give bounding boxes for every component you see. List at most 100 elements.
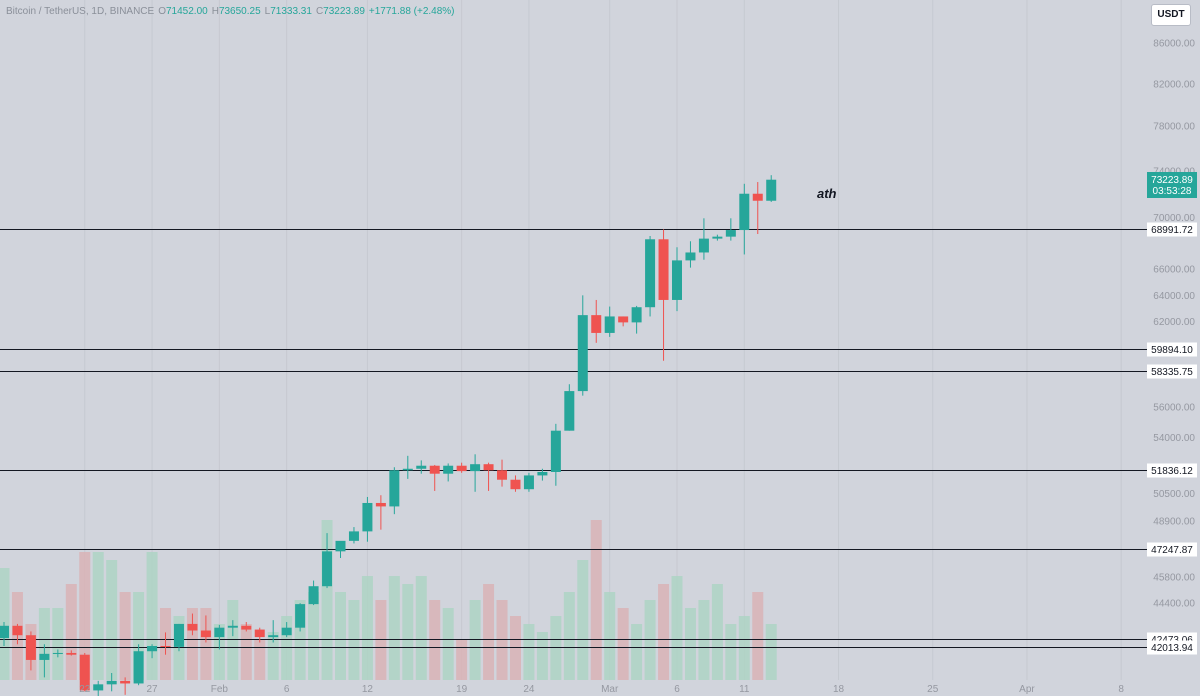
close-value: 73223.89 [323,6,365,17]
price-tick-label: 50500.00 [1153,489,1195,500]
volume-bar [52,608,64,680]
candle[interactable] [268,620,279,643]
volume-bar [213,624,225,680]
candle[interactable] [348,527,359,544]
volume-bar [361,576,373,680]
candle-body [281,627,292,636]
volume-bar [523,624,535,680]
candle[interactable] [766,175,777,202]
time-tick-label: 19 [456,684,468,695]
price-tick-label: 70000.00 [1153,213,1195,224]
time-axis[interactable]: 22 27 Feb 6 12 19 24 Mar 6 11 18 25 Apr 8 [79,684,1124,695]
candle[interactable] [93,680,104,696]
volume-bar [200,608,212,680]
candle[interactable] [187,613,198,636]
candle[interactable] [147,644,158,659]
candle[interactable] [79,652,90,692]
candle[interactable] [133,644,144,686]
candle[interactable] [416,460,427,474]
candle[interactable] [631,305,642,334]
candle[interactable] [254,627,265,643]
candle[interactable] [402,455,413,479]
candle-body [93,684,104,691]
volume-bar [456,640,468,680]
candle[interactable] [295,603,306,632]
volume-bar [308,592,320,680]
candle[interactable] [483,462,494,491]
time-tick-label: 6 [674,684,680,695]
last-price-tag [1147,172,1197,198]
candle[interactable] [672,247,682,312]
candle[interactable] [160,632,171,655]
candle[interactable] [25,631,36,671]
candle[interactable] [712,234,723,241]
candle[interactable] [591,299,602,343]
candle-body [443,465,454,474]
candle-body [348,531,359,541]
currency-button[interactable]: USDT [1151,4,1191,26]
candle-body [322,551,333,587]
time-tick-label: 22 [79,684,91,695]
candle[interactable] [685,241,696,268]
candle-body [106,680,117,685]
candle[interactable] [335,540,346,558]
candle[interactable] [618,316,629,327]
candle[interactable] [645,235,656,317]
candle[interactable] [39,644,50,678]
candle[interactable] [120,677,131,695]
countdown-label: 03:53:28 [1153,186,1192,197]
candle[interactable] [0,622,9,647]
candle[interactable] [241,622,252,632]
candle-body [456,465,467,472]
candle[interactable] [214,624,225,650]
time-tick-label: 6 [284,684,290,695]
volume-bar [335,592,346,680]
volume-bar [442,608,454,680]
candle[interactable] [308,580,319,606]
candle[interactable] [725,218,736,241]
candle[interactable] [564,384,575,431]
candle[interactable] [523,472,534,492]
candle[interactable] [52,649,63,658]
candle[interactable] [698,218,709,260]
candle[interactable] [12,623,23,645]
candle[interactable] [322,533,333,589]
candle[interactable] [604,306,615,337]
volume-bar [133,592,145,680]
candle[interactable] [281,622,292,638]
candle[interactable] [227,620,238,637]
candle-body [200,630,211,638]
candle[interactable] [550,423,561,486]
volume-bar [536,632,548,680]
candle[interactable] [510,475,521,492]
candle[interactable] [658,229,669,361]
candle[interactable] [537,468,548,481]
candle[interactable] [752,182,763,235]
candle-body [631,307,642,323]
candle[interactable] [739,183,750,255]
candle[interactable] [375,495,386,530]
time-tick-label: 18 [833,684,845,695]
volume-bar [388,576,400,680]
candle[interactable] [362,496,373,542]
candle-body [66,652,77,655]
candle[interactable] [456,462,467,473]
candle[interactable] [200,615,211,643]
candle[interactable] [497,459,508,487]
volume-bar [267,632,279,680]
candle-body [510,479,521,490]
candle[interactable] [470,454,481,492]
candle[interactable] [173,623,184,652]
candle-body [564,391,575,431]
candle-body [295,604,306,628]
candle[interactable] [389,467,400,515]
candle-body [537,471,548,476]
candle[interactable] [429,464,440,491]
candle[interactable] [106,673,117,692]
candle-body [752,193,763,201]
candle[interactable] [66,650,77,656]
candle[interactable] [443,463,454,482]
candle-body [39,653,50,660]
candle[interactable] [577,295,588,396]
